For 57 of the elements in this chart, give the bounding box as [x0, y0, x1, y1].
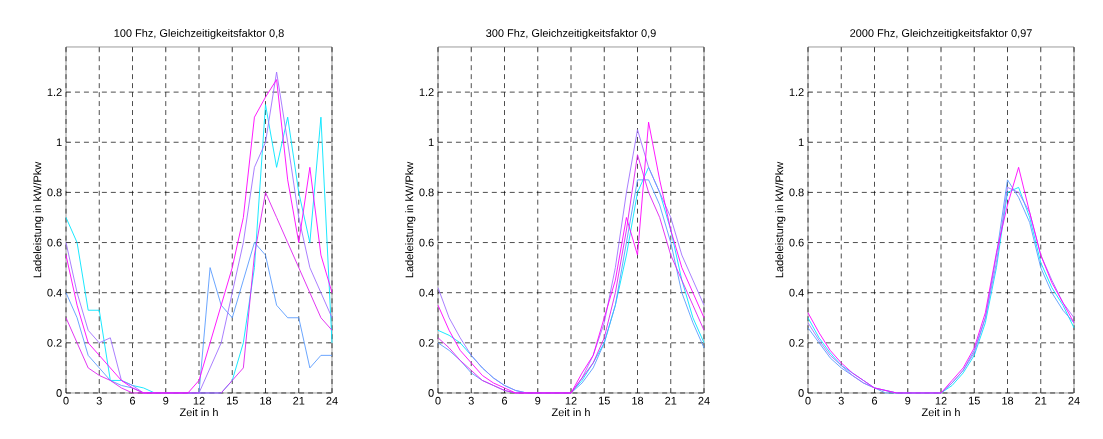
y-tick-label: 0.8	[47, 188, 62, 197]
y-tick-label: 1	[798, 138, 804, 147]
x-axis-title: Zeit in h	[921, 408, 960, 417]
x-tick-label: 21	[665, 396, 677, 405]
x-tick-label: 0	[805, 396, 811, 405]
y-tick-label: 1.2	[419, 88, 434, 96]
x-tick-label: 9	[905, 396, 911, 405]
x-tick-label: 21	[293, 396, 305, 405]
y-tick-label: 0	[428, 389, 434, 397]
x-tick-label: 15	[598, 396, 610, 405]
chart-title: 2000 Fhz, Gleichzeitigkeitsfaktor 0,97	[850, 28, 1032, 40]
x-tick-label: 24	[1068, 396, 1080, 405]
y-tick-label: 0.6	[789, 238, 804, 247]
x-tick-label: 15	[968, 396, 980, 405]
x-tick-label: 6	[130, 396, 136, 405]
x-axis-title: Zeit in h	[551, 408, 590, 417]
x-tick-label: 15	[226, 396, 238, 405]
y-tick-label: 1.2	[47, 88, 62, 96]
x-tick-label: 9	[163, 396, 169, 405]
y-tick-label: 0.6	[47, 238, 62, 247]
y-tick-label: 1	[56, 138, 62, 147]
x-tick-label: 12	[193, 396, 205, 405]
y-tick-label: 0.2	[419, 338, 434, 347]
x-tick-label: 24	[326, 396, 338, 405]
x-tick-label: 3	[96, 396, 102, 405]
y-axis-title: Ladeleistung in kW/Pkw	[33, 161, 44, 278]
chart-title: 100 Fhz, Gleichzeitigkeitsfaktor 0,8	[114, 28, 284, 40]
x-tick-label: 6	[502, 396, 508, 405]
y-tick-label: 0.4	[419, 288, 434, 297]
y-tick-label: 1	[428, 138, 434, 147]
x-tick-label: 3	[838, 396, 844, 405]
y-tick-label: 0.2	[47, 338, 62, 347]
x-tick-label: 6	[872, 396, 878, 405]
x-tick-label: 9	[535, 396, 541, 405]
y-tick-label: 0.8	[419, 188, 434, 197]
x-tick-label: 12	[565, 396, 577, 405]
y-axis-title: Ladeleistung in kW/Pkw	[405, 161, 416, 278]
y-tick-label: 0.4	[47, 288, 62, 297]
x-tick-label: 0	[435, 396, 441, 405]
y-tick-label: 0	[798, 389, 804, 397]
x-tick-label: 12	[935, 396, 947, 405]
x-tick-label: 21	[1035, 396, 1047, 405]
x-tick-label: 24	[698, 396, 710, 405]
x-tick-label: 18	[260, 396, 272, 405]
x-tick-label: 0	[63, 396, 69, 405]
x-tick-label: 18	[1002, 396, 1014, 405]
x-tick-label: 18	[632, 396, 644, 405]
y-tick-label: 0.6	[419, 238, 434, 247]
x-tick-label: 3	[468, 396, 474, 405]
y-tick-label: 0	[56, 389, 62, 397]
y-tick-label: 0.8	[789, 188, 804, 197]
y-tick-label: 0.2	[789, 338, 804, 347]
y-axis-title: Ladeleistung in kW/Pkw	[775, 161, 786, 278]
x-axis-title: Zeit in h	[179, 408, 218, 417]
y-tick-label: 0.4	[789, 288, 804, 297]
y-tick-label: 1.2	[789, 88, 804, 96]
chart-title: 300 Fhz, Gleichzeitigkeitsfaktor 0,9	[486, 28, 656, 40]
